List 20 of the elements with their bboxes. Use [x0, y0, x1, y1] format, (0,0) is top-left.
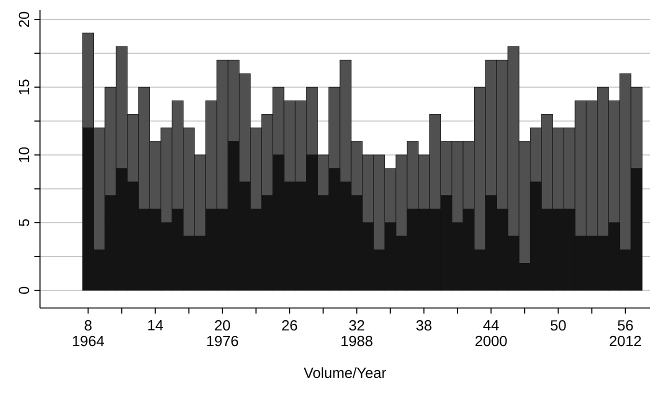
x-tick-label: 26	[282, 320, 298, 331]
x2-tick-label: 1976	[207, 336, 238, 346]
y-tick-label: 0	[18, 286, 30, 294]
x-tick-label: 20	[215, 320, 230, 331]
x-tick-label: 44	[483, 320, 499, 330]
x-tick-label: 38	[416, 320, 432, 331]
x-tick-label: 50	[550, 320, 566, 331]
x2-tick-label: 1988	[342, 336, 372, 346]
x-axis-title: Volume/Year	[304, 367, 386, 378]
x2-tick-label: 1964	[72, 336, 104, 346]
x2-tick-label: 2000	[475, 336, 507, 346]
x-tick-label: 32	[349, 320, 364, 331]
y-tick-label: 10	[18, 147, 30, 162]
x2-tick-label: 2012	[610, 336, 641, 346]
y-tick-label: 15	[18, 80, 30, 94]
y-tick-label: 5	[18, 219, 30, 226]
y-tick-label: 20	[18, 12, 30, 27]
x-tick-label: 14	[148, 320, 163, 330]
x-tick-label: 8	[84, 320, 92, 331]
x-tick-label: 56	[618, 320, 633, 331]
